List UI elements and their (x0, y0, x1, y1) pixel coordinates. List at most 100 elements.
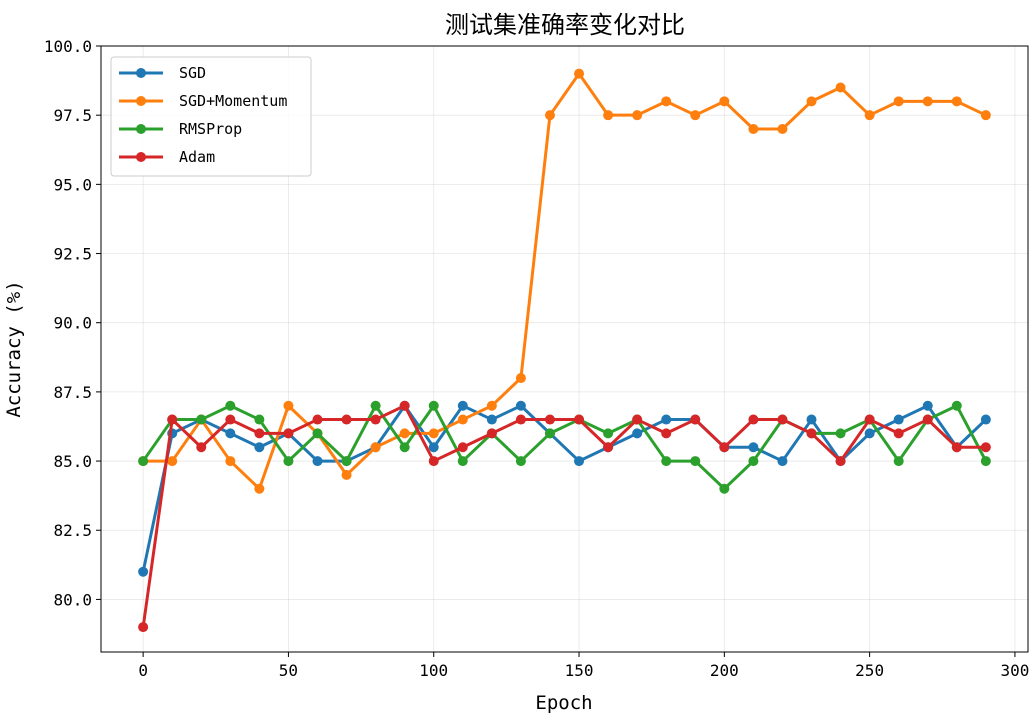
data-point-rmsprop (951, 400, 962, 411)
data-point-sgd (632, 428, 643, 439)
data-point-sgd (312, 456, 323, 467)
data-point-sgd-momentum (719, 96, 730, 107)
x-tick-label: 50 (279, 661, 298, 680)
x-axis-label: Epoch (535, 692, 592, 714)
data-point-sgd-momentum (603, 110, 614, 121)
data-point-sgd (806, 414, 817, 425)
data-point-adam (574, 414, 585, 425)
data-point-adam (341, 414, 352, 425)
data-point-rmsprop (748, 456, 759, 467)
data-point-sgd (428, 442, 439, 453)
data-point-adam (893, 428, 904, 439)
data-point-rmsprop (283, 456, 294, 467)
series-line-rmsprop (141, 404, 988, 491)
data-point-sgd (748, 442, 759, 453)
data-point-rmsprop (370, 400, 381, 411)
data-point-rmsprop (138, 456, 149, 467)
data-point-sgd-momentum (661, 96, 672, 107)
data-point-adam (632, 414, 643, 425)
x-tick-label: 150 (565, 661, 594, 680)
x-tick-label: 100 (419, 661, 448, 680)
data-point-adam (806, 428, 817, 439)
legend-box (110, 56, 312, 177)
data-point-sgd (574, 456, 585, 467)
legend-item-sgd: SGD (119, 64, 206, 82)
data-point-sgd-momentum (457, 414, 468, 425)
legend-item-adam: Adam (119, 148, 215, 166)
legend-label: SGD (179, 64, 206, 82)
y-tick-label: 87.5 (53, 383, 92, 402)
legend-label: SGD+Momentum (179, 92, 287, 110)
data-point-sgd (254, 442, 265, 453)
axis-ticks: 0 50 100 150 200 250 300 80.0 82.5 85.0 87.5 90.0 92… (44, 37, 1030, 680)
data-point-rmsprop (341, 456, 352, 467)
data-point-rmsprop (719, 483, 730, 494)
legend-swatch-marker (136, 68, 146, 78)
data-point-adam (196, 442, 207, 453)
data-point-rmsprop (661, 456, 672, 467)
data-point-sgd-momentum (486, 400, 497, 411)
data-point-sgd-momentum (544, 110, 555, 121)
data-point-sgd-momentum (632, 110, 643, 121)
data-point-sgd (515, 400, 526, 411)
data-point-adam (515, 414, 526, 425)
data-point-sgd-momentum (951, 96, 962, 107)
grid-lines (101, 45, 1028, 652)
data-point-sgd-momentum (254, 483, 265, 494)
x-tick-label: 300 (1000, 661, 1029, 680)
y-tick-label: 92.5 (53, 245, 92, 264)
data-point-sgd (138, 566, 149, 577)
x-tick-label: 0 (138, 661, 148, 680)
data-point-sgd-momentum (399, 428, 410, 439)
data-point-rmsprop (515, 456, 526, 467)
data-point-adam (254, 428, 265, 439)
data-point-sgd-momentum (864, 110, 875, 121)
data-point-adam (399, 400, 410, 411)
data-point-adam (864, 414, 875, 425)
legend-item-rmsprop: RMSProp (119, 120, 242, 138)
series-layer (138, 68, 991, 633)
legend-label: Adam (179, 148, 215, 166)
data-point-sgd (864, 428, 875, 439)
series-line-sgd-momentum (141, 72, 988, 491)
series-sgd-momentum (138, 68, 991, 494)
data-point-rmsprop (893, 456, 904, 467)
data-point-sgd-momentum (748, 124, 759, 135)
legend-swatch-marker (136, 152, 146, 162)
data-point-adam (312, 414, 323, 425)
data-point-sgd-momentum (777, 124, 788, 135)
data-point-adam (283, 428, 294, 439)
data-point-sgd (980, 414, 991, 425)
data-point-adam (777, 414, 788, 425)
y-axis-label: Accuracy (%) (3, 280, 25, 417)
data-point-sgd (486, 414, 497, 425)
series-line-sgd (141, 404, 988, 574)
y-tick-label: 85.0 (53, 452, 92, 471)
data-point-rmsprop (544, 428, 555, 439)
data-point-adam (457, 442, 468, 453)
data-point-rmsprop (603, 428, 614, 439)
legend-label: RMSProp (179, 120, 242, 138)
data-point-sgd-momentum (515, 373, 526, 384)
data-point-rmsprop (225, 400, 236, 411)
data-point-sgd-momentum (893, 96, 904, 107)
data-point-rmsprop (428, 400, 439, 411)
data-point-adam (167, 414, 178, 425)
legend-item-sgd-momentum: SGD+Momentum (119, 92, 287, 110)
data-point-adam (603, 442, 614, 453)
data-point-sgd-momentum (283, 400, 294, 411)
y-tick-label: 97.5 (53, 106, 92, 125)
data-point-sgd (893, 414, 904, 425)
data-point-adam (922, 414, 933, 425)
data-point-sgd-momentum (922, 96, 933, 107)
data-point-adam (748, 414, 759, 425)
x-tick-label: 200 (710, 661, 739, 680)
data-point-sgd (777, 456, 788, 467)
data-point-adam (225, 414, 236, 425)
data-point-adam (719, 442, 730, 453)
data-point-sgd (457, 400, 468, 411)
y-tick-label: 82.5 (53, 521, 92, 540)
data-point-rmsprop (196, 414, 207, 425)
data-point-adam (138, 622, 149, 633)
